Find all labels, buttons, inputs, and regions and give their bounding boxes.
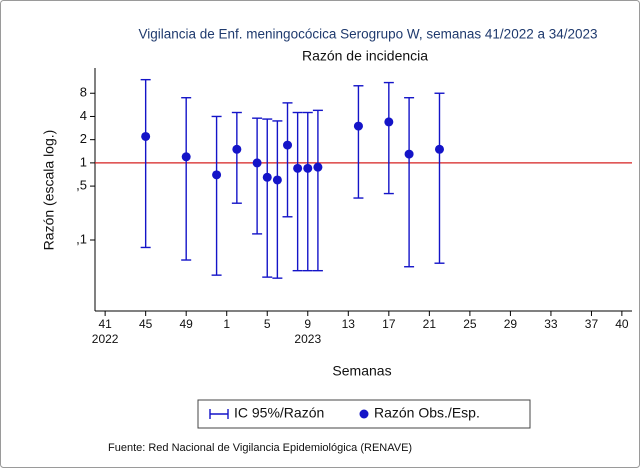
point (283, 140, 293, 150)
point (252, 158, 262, 168)
error-bar (140, 78, 151, 249)
x-tick-label: 25 (463, 317, 477, 331)
point (141, 131, 151, 141)
point (232, 144, 242, 154)
error-bar (404, 97, 415, 268)
year-label: 2023 (294, 332, 321, 346)
point (181, 152, 191, 162)
x-tick-label: 1 (223, 317, 230, 331)
chart-subtitle: Razón de incidencia (302, 48, 428, 64)
y-tick-label: ,5 (76, 178, 87, 193)
x-tick-label: 17 (382, 317, 396, 331)
x-axis-label: Semanas (332, 363, 391, 379)
y-tick-label: 1 (80, 154, 87, 169)
x-tick-label: 37 (585, 317, 599, 331)
point (262, 172, 272, 182)
chart-title: Vigilancia de Enf. meningocócica Serogru… (138, 27, 597, 42)
point (313, 162, 323, 172)
point (434, 144, 444, 154)
error-bar (272, 120, 283, 279)
x-tick-label: 21 (423, 317, 437, 331)
error-bar (211, 115, 222, 276)
error-bar (252, 117, 263, 235)
x-tick-label: 49 (180, 317, 194, 331)
error-bar (312, 109, 323, 272)
x-tick-label: 45 (139, 317, 153, 331)
error-bar (282, 102, 293, 218)
error-bar (302, 111, 313, 272)
x-tick-label: 5 (264, 317, 271, 331)
y-tick-label: 2 (80, 131, 87, 146)
legend-label: Razón Obs./Esp. (374, 405, 480, 421)
error-bar (434, 92, 445, 264)
x-tick-label: 41 (98, 317, 112, 331)
y-tick-label: ,1 (76, 231, 87, 246)
y-tick-label: 8 (80, 85, 87, 100)
point (293, 163, 303, 173)
error-bar (181, 97, 192, 261)
error-bar (231, 111, 242, 204)
error-bar (292, 111, 303, 272)
point (212, 170, 222, 180)
y-axis-label: Razón (escala log.) (41, 130, 57, 251)
point (272, 175, 282, 185)
y-tick-label: 4 (80, 108, 87, 123)
error-bar (353, 85, 364, 199)
x-tick-label: 13 (342, 317, 356, 331)
year-label: 2022 (92, 332, 119, 346)
point (353, 121, 363, 131)
error-bar (383, 81, 394, 195)
x-tick-label: 40 (615, 317, 629, 331)
x-tick-label: 33 (544, 317, 558, 331)
point (303, 163, 313, 173)
x-tick-label: 29 (504, 317, 518, 331)
source-note: Fuente: Red Nacional de Vigilancia Epide… (108, 442, 412, 454)
point (404, 149, 414, 159)
legend-swatch (359, 409, 369, 419)
error-bar (262, 118, 273, 278)
legend-label: IC 95%/Razón (234, 405, 324, 421)
point (384, 117, 394, 127)
x-tick-label: 9 (304, 317, 311, 331)
